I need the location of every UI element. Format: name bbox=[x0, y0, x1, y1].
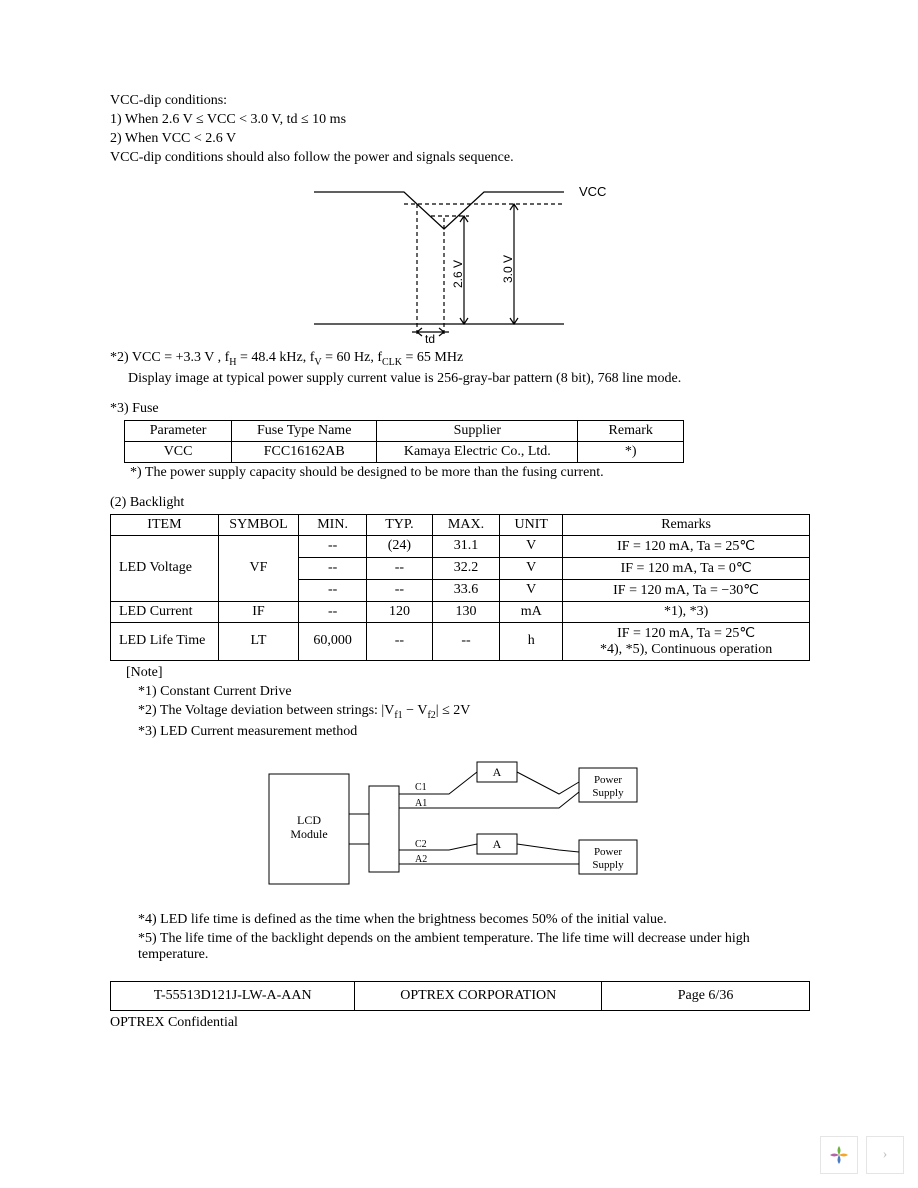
table-row: Parameter Fuse Type Name Supplier Remark bbox=[125, 420, 684, 441]
confidential: OPTREX Confidential bbox=[110, 1015, 808, 1031]
footer-cell-1: OPTREX CORPORATION bbox=[355, 981, 602, 1010]
chevron-right-icon: › bbox=[883, 1147, 888, 1163]
bl-cell: -- bbox=[367, 557, 433, 579]
bl-cell: -- bbox=[432, 622, 499, 660]
d2-ps2b: Supply bbox=[592, 859, 624, 871]
d2-c2: C2 bbox=[415, 839, 427, 850]
footer-cell-0: T-55513D121J-LW-A-AAN bbox=[111, 981, 355, 1010]
bl-cell: V bbox=[500, 557, 563, 579]
footer-table: T-55513D121J-LW-A-AAN OPTREX CORPORATION… bbox=[110, 981, 810, 1011]
notes-heading: [Note] bbox=[126, 665, 808, 681]
bl-cell: *1), *3) bbox=[563, 601, 810, 622]
table-row: VCC FCC16162AB Kamaya Electric Co., Ltd.… bbox=[125, 441, 684, 462]
diagram1-vcc-label: VCC bbox=[579, 184, 606, 199]
page-widget: › bbox=[820, 1136, 904, 1174]
vcc-dip-item2-note: VCC-dip conditions should also follow th… bbox=[110, 150, 808, 166]
bl-cell: IF = 120 mA, Ta = 25℃*4), *5), Continuou… bbox=[563, 622, 810, 660]
bl-header: MAX. bbox=[432, 514, 499, 535]
d2-c1: C1 bbox=[415, 782, 427, 793]
bl-cell: V bbox=[500, 579, 563, 601]
bl-header: Remarks bbox=[563, 514, 810, 535]
note-1: *1) Constant Current Drive bbox=[138, 684, 808, 700]
bl-cell: LED Current bbox=[111, 601, 219, 622]
bl-cell: 31.1 bbox=[432, 535, 499, 557]
bl-cell: 130 bbox=[432, 601, 499, 622]
note-4: *4) LED life time is defined as the time… bbox=[138, 912, 808, 928]
bl-cell: (24) bbox=[367, 535, 433, 557]
bl-cell: 120 bbox=[367, 601, 433, 622]
bl-cell: -- bbox=[299, 601, 367, 622]
fuse-r3: *) bbox=[578, 441, 684, 462]
backlight-table: ITEMSYMBOLMIN.TYP.MAX.UNITRemarksLED Vol… bbox=[110, 514, 810, 661]
fuse-r0: VCC bbox=[125, 441, 232, 462]
note-2: *2) The Voltage deviation between string… bbox=[138, 703, 808, 721]
bl-cell: VF bbox=[218, 535, 298, 601]
footer-cell-2: Page 6/36 bbox=[602, 981, 810, 1010]
bl-cell: 60,000 bbox=[299, 622, 367, 660]
bl-header: MIN. bbox=[299, 514, 367, 535]
bl-cell: -- bbox=[367, 579, 433, 601]
fuse-h3: Remark bbox=[578, 420, 684, 441]
backlight-title: (2) Backlight bbox=[110, 495, 808, 511]
fuse-r2: Kamaya Electric Co., Ltd. bbox=[377, 441, 578, 462]
bl-cell: IF = 120 mA, Ta = 0℃ bbox=[563, 557, 810, 579]
table-row: LED VoltageVF--(24)31.1VIF = 120 mA, Ta … bbox=[111, 535, 810, 557]
bl-header: SYMBOL bbox=[218, 514, 298, 535]
bl-cell: LED Life Time bbox=[111, 622, 219, 660]
note-5: *5) The life time of the backlight depen… bbox=[138, 931, 808, 963]
d2-lcd1: LCD bbox=[297, 813, 321, 827]
vcc-dip-diagram: VCC 2.6 V 3.0 V td bbox=[304, 174, 614, 344]
widget-logo[interactable] bbox=[820, 1136, 858, 1174]
bl-header: ITEM bbox=[111, 514, 219, 535]
bl-cell: -- bbox=[299, 557, 367, 579]
diagram1-td: td bbox=[425, 332, 435, 344]
table-row: LED CurrentIF--120130mA*1), *3) bbox=[111, 601, 810, 622]
led-measurement-diagram: LCD Module A A Power Supply Power Supply… bbox=[259, 744, 659, 904]
note-3: *3) LED Current measurement method bbox=[138, 724, 808, 740]
note2-line2: Display image at typical power supply cu… bbox=[128, 371, 808, 387]
bl-cell: IF = 120 mA, Ta = 25℃ bbox=[563, 535, 810, 557]
flower-icon bbox=[828, 1144, 850, 1166]
bl-cell: IF bbox=[218, 601, 298, 622]
bl-cell: LT bbox=[218, 622, 298, 660]
fuse-table: Parameter Fuse Type Name Supplier Remark… bbox=[124, 420, 684, 463]
bl-cell: 32.2 bbox=[432, 557, 499, 579]
d2-a2: A2 bbox=[415, 854, 427, 865]
table-row: T-55513D121J-LW-A-AAN OPTREX CORPORATION… bbox=[111, 981, 810, 1010]
d2-ps1b: Supply bbox=[592, 787, 624, 799]
fuse-r1: FCC16162AB bbox=[232, 441, 377, 462]
note2-line1: *2) VCC = +3.3 V , fH = 48.4 kHz, fV = 6… bbox=[110, 350, 808, 368]
bl-cell: h bbox=[500, 622, 563, 660]
d2-ps2a: Power bbox=[594, 846, 622, 858]
bl-cell: -- bbox=[367, 622, 433, 660]
fuse-footnote: *) The power supply capacity should be d… bbox=[130, 465, 808, 481]
bl-cell: mA bbox=[500, 601, 563, 622]
diagram1-30v: 3.0 V bbox=[501, 255, 515, 283]
bl-cell: V bbox=[500, 535, 563, 557]
bl-cell: -- bbox=[299, 579, 367, 601]
vcc-dip-heading: VCC-dip conditions: bbox=[110, 93, 808, 109]
fuse-h2: Supplier bbox=[377, 420, 578, 441]
bl-header: UNIT bbox=[500, 514, 563, 535]
fuse-h1: Fuse Type Name bbox=[232, 420, 377, 441]
bl-cell: LED Voltage bbox=[111, 535, 219, 601]
bl-cell: IF = 120 mA, Ta = −30℃ bbox=[563, 579, 810, 601]
d2-ps1a: Power bbox=[594, 774, 622, 786]
vcc-dip-item2: 2) When VCC < 2.6 V bbox=[110, 131, 808, 147]
d2-lcd2: Module bbox=[290, 827, 327, 841]
d2-a-bot: A bbox=[493, 837, 502, 851]
widget-next[interactable]: › bbox=[866, 1136, 904, 1174]
d2-a-top: A bbox=[493, 765, 502, 779]
bl-cell: 33.6 bbox=[432, 579, 499, 601]
fuse-title: *3) Fuse bbox=[110, 401, 808, 417]
table-row: LED Life TimeLT60,000----hIF = 120 mA, T… bbox=[111, 622, 810, 660]
diagram1-26v: 2.6 V bbox=[451, 260, 465, 288]
bl-cell: -- bbox=[299, 535, 367, 557]
fuse-h0: Parameter bbox=[125, 420, 232, 441]
table-row: ITEMSYMBOLMIN.TYP.MAX.UNITRemarks bbox=[111, 514, 810, 535]
vcc-dip-item1: 1) When 2.6 V ≤ VCC < 3.0 V, td ≤ 10 ms bbox=[110, 112, 808, 128]
bl-header: TYP. bbox=[367, 514, 433, 535]
d2-a1: A1 bbox=[415, 798, 427, 809]
